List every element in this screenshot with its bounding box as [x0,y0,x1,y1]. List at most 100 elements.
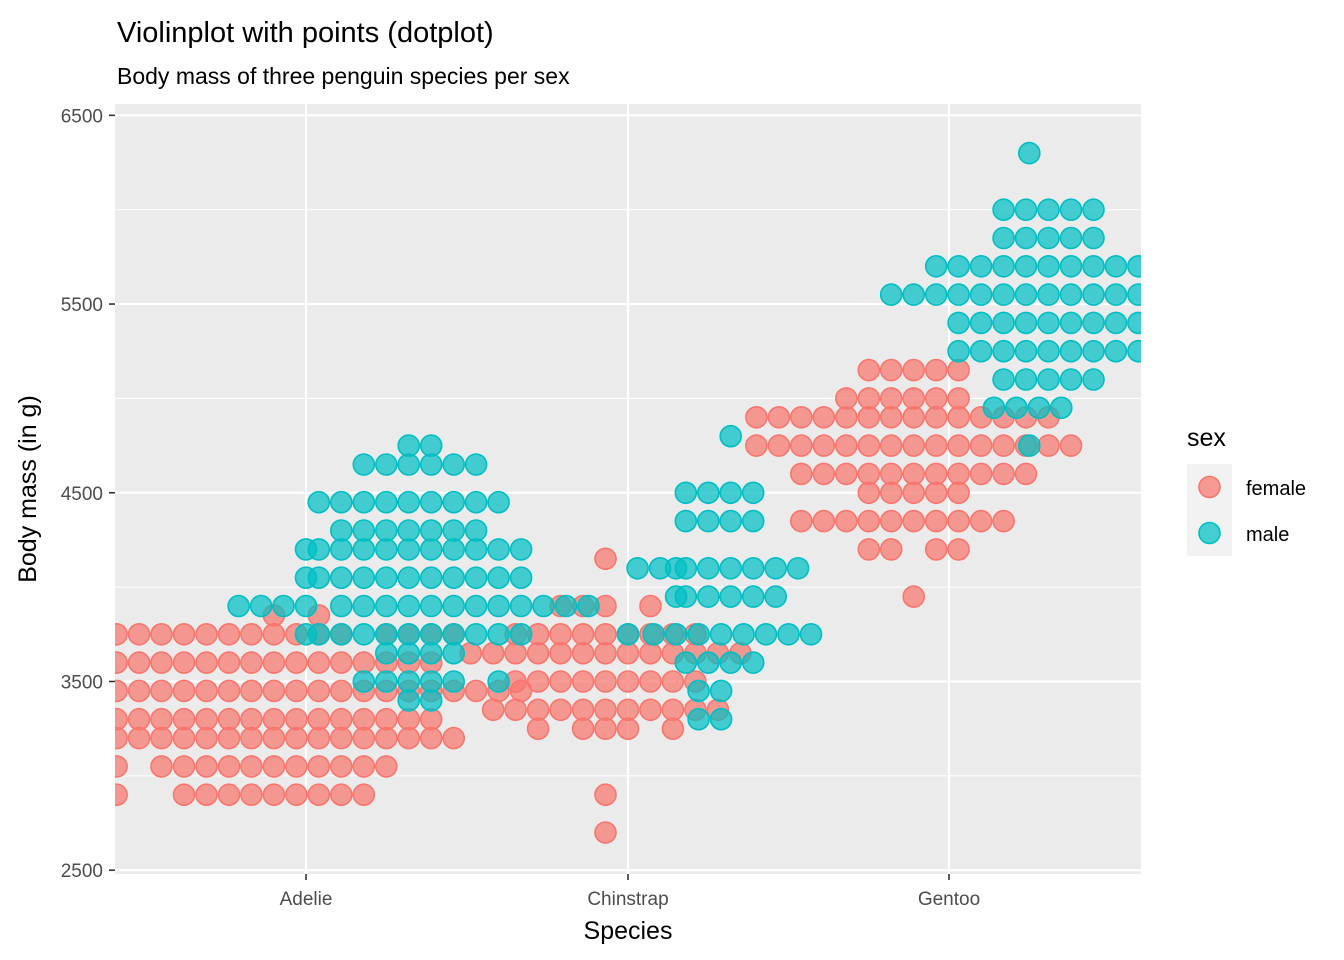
data-point-female [594,641,617,665]
data-point-male [719,509,743,533]
data-point-male [532,594,555,618]
data-point-female [150,679,173,703]
axes: 2500 3500 4500 5500 6500 Adelie Chinstrap Gento… [61,106,980,910]
data-point-male [272,594,295,618]
data-point-male [509,566,533,590]
data-point-male [992,198,1015,221]
data-point-male [487,490,510,514]
chart-subtitle: Body mass of three penguin species per s… [117,63,570,89]
data-point-female [352,651,376,674]
data-point-male [1014,254,1038,278]
data-point-male [509,594,533,618]
data-point-male [1037,339,1060,363]
data-point-male [487,566,510,590]
data-point-male [719,481,743,505]
data-point-female [240,707,263,731]
data-point-male [329,622,353,646]
data-point-male [419,519,443,542]
data-point-female [329,651,353,674]
data-point-male [1127,255,1141,278]
data-point-female [481,698,505,722]
data-point-female [549,670,572,693]
data-point-male [642,622,666,646]
data-point-female [879,538,903,561]
data-point-male [352,490,376,514]
y-tick-label: 5500 [61,295,103,316]
data-point-female [419,707,443,731]
data-point-male [419,622,443,646]
data-point-male [442,670,466,693]
data-point-male [754,622,778,646]
data-point-male [741,651,765,674]
data-point-female [992,462,1015,486]
data-point-female [902,481,926,505]
data-point-male [329,538,353,561]
data-point-female [834,434,858,457]
data-point-male [464,538,488,561]
data-point-female [172,622,196,646]
data-point-male [442,538,466,561]
data-point-female [172,651,196,674]
data-point-female [150,622,173,646]
data-point-male [419,641,443,665]
data-point-male [352,519,376,542]
data-point-female [571,698,595,722]
data-point-female [549,698,572,722]
data-point-male [329,594,353,618]
data-point-male [709,679,733,703]
data-point-female [240,651,263,674]
data-point-male [992,254,1015,278]
data-point-male [442,519,466,542]
data-point-male [879,283,903,306]
data-point-male [764,585,788,608]
data-point-male [947,339,970,363]
data-point-female [285,755,308,778]
data-point-male [799,622,823,646]
data-point-male [307,622,331,646]
data-point-female [526,698,550,722]
data-point-female [240,679,263,703]
data-point-male [674,481,698,505]
data-point-male [464,453,488,476]
data-point-female [307,726,331,750]
data-point-female [616,641,640,665]
data-point-male [674,651,698,674]
data-point-female [834,462,858,486]
data-point-male [329,566,353,590]
data-point-female [526,717,550,741]
data-point-male [509,538,533,561]
data-point-female [262,679,286,703]
data-point-male [992,226,1015,250]
data-point-female [594,783,617,807]
data-point-male [442,490,466,514]
data-point-male [992,368,1015,391]
data-point-male [1037,226,1060,250]
legend-label-male: male [1246,524,1289,546]
data-point-male [464,622,488,646]
data-point-male [1037,311,1060,335]
data-point-male [664,622,688,646]
data-point-male [696,481,720,505]
data-point-male [307,538,331,561]
data-point-female [812,405,836,429]
data-point-female [419,726,443,750]
data-point-female [571,717,595,741]
data-point-male [1082,198,1105,221]
data-point-male [696,556,720,580]
data-point-female [172,755,196,778]
data-point-male [741,585,765,608]
chart-title: Violinplot with points (dotplot) [117,17,494,49]
data-point-female [924,434,948,457]
data-point-female [857,462,881,486]
x-tick-label: Adelie [280,889,333,910]
data-point-female [902,405,926,429]
data-point-male [487,670,510,693]
data-point-male [419,566,443,590]
data-point-female [857,405,881,429]
data-point-female [789,434,813,457]
data-point-female [504,698,527,722]
data-point-male [397,519,421,542]
data-point-male [374,453,398,476]
data-point-male [374,594,398,618]
data-point-female [947,358,970,382]
